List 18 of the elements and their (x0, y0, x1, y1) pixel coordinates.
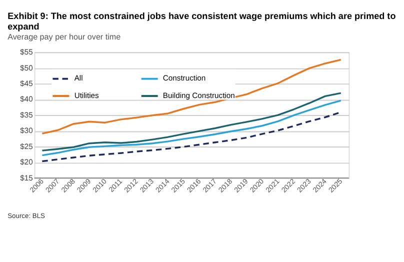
y-tick-label: $25 (20, 142, 33, 151)
line-series (41, 100, 342, 156)
legend-label: Construction (162, 74, 206, 83)
y-tick-label: $35 (20, 110, 33, 120)
y-tick-label: $40 (20, 94, 33, 104)
y-tick-label: $30 (20, 126, 33, 136)
y-tick-label: $15 (20, 173, 33, 182)
y-tick-label: $45 (20, 78, 33, 88)
line-series (41, 58, 342, 134)
legend-label: All (74, 74, 84, 83)
y-tick-label: $50 (20, 63, 33, 72)
y-tick-label: $55 (20, 48, 33, 57)
line-series (41, 111, 342, 162)
chart-title: Exhibit 9: The most constrained jobs have consistent wage premiums which are primed to expand (8, 10, 396, 32)
y-tick-label: $20 (20, 158, 33, 167)
line-series (41, 92, 342, 152)
legend-label: Building Construction (162, 90, 235, 100)
legend-label: Utilities (74, 90, 100, 100)
